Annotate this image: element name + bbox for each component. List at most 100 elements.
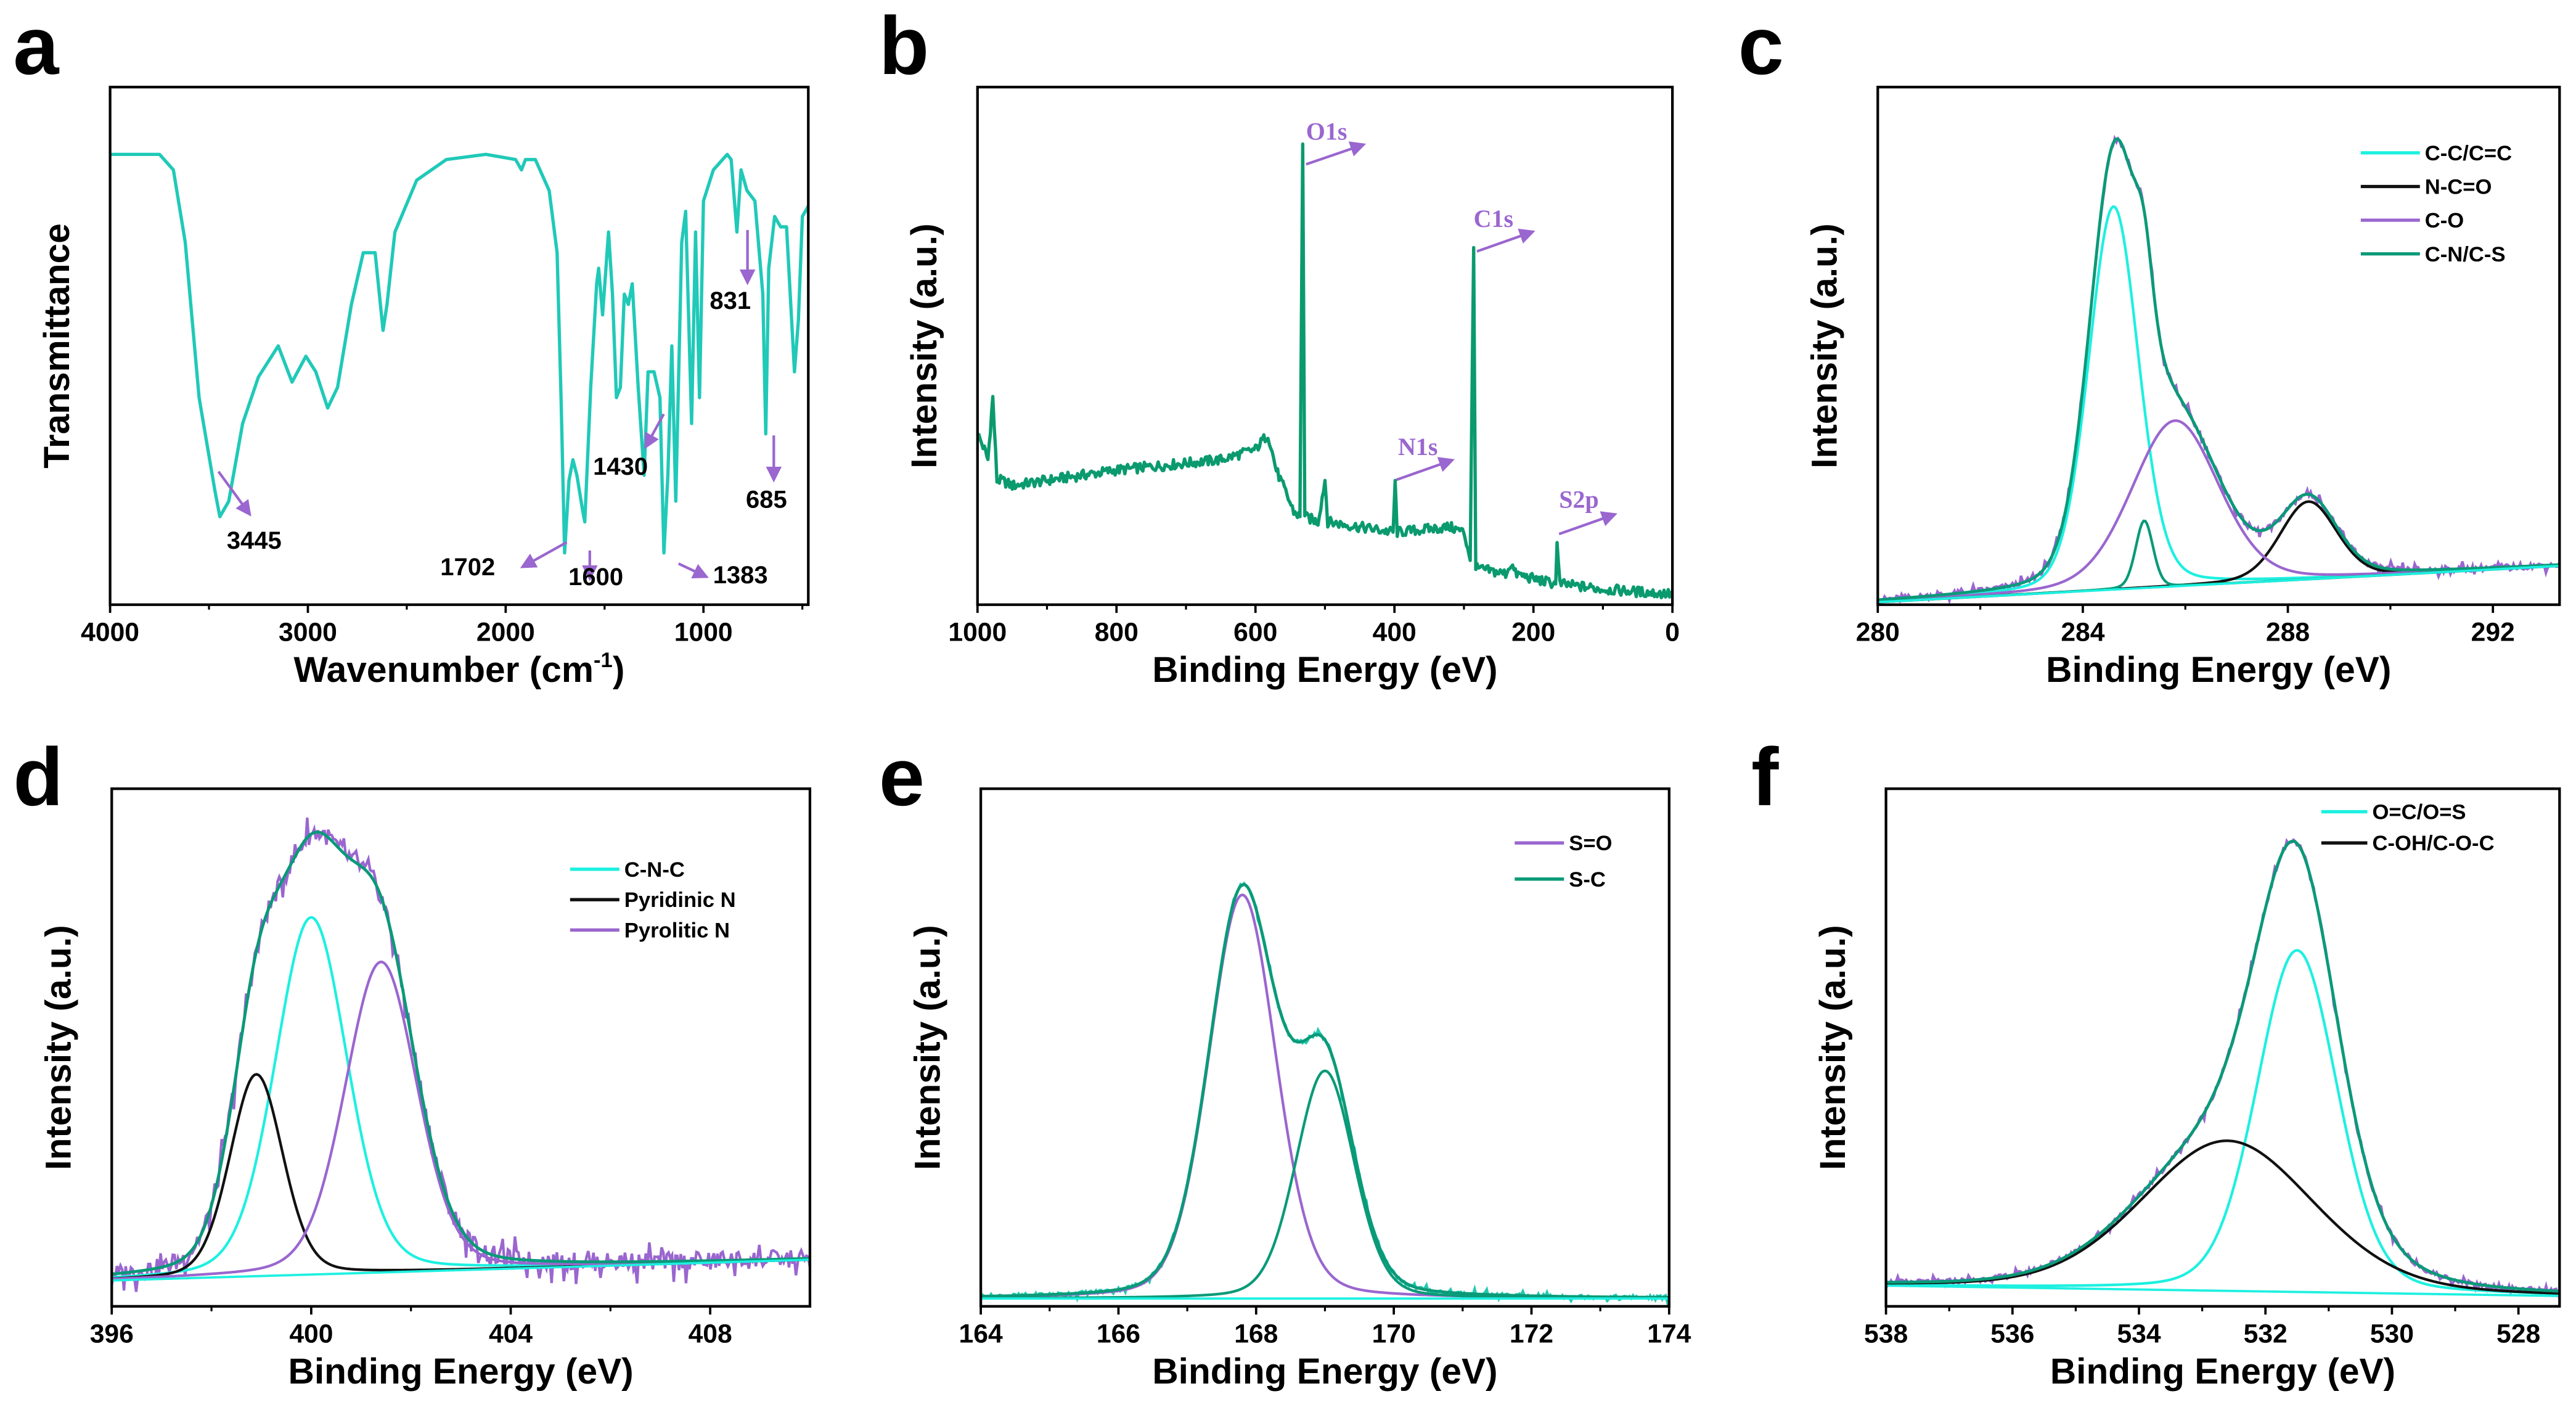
plot-frame (110, 787, 812, 1308)
legend: C-C/C=C N-C=O C-O C-N/C-S (2360, 142, 2512, 266)
x-tick-label: 396 (90, 1319, 134, 1348)
x-tick-label: 284 (2061, 617, 2104, 647)
x-tick-label: 4000 (81, 617, 139, 647)
y-axis-label: Transmittance (37, 223, 77, 469)
legend-label: C-N-C (624, 858, 685, 882)
y-axis-label: Intensity (a.u.) (1813, 925, 1853, 1170)
baseline-line (112, 1258, 810, 1282)
x-axis-label: Binding Energy (eV) (2046, 650, 2391, 690)
legend: O=C/O=S C-OH/C-O-C (2321, 801, 2495, 855)
annotation-arrow (1306, 141, 1367, 166)
panel-c: c C-C/C=C N-C=O C-O C-N/C-S 280 284 288 292 Bindi… (1738, 0, 2561, 690)
baseline-line (1886, 1284, 2560, 1297)
component-line-pyridinic-n (112, 1073, 810, 1281)
plot-frame (976, 86, 1674, 606)
y-axis-label: Intensity (a.u.) (39, 925, 79, 1170)
x-tick-label: 400 (1373, 617, 1417, 647)
plot-frame (979, 787, 1670, 1308)
annotation-label: 1383 (713, 562, 768, 589)
annotation-label: 685 (746, 486, 787, 514)
y-axis-label: Intensity (a.u.) (1805, 223, 1845, 468)
annotation-label: O1s (1306, 118, 1347, 146)
annotation-label: 1430 (593, 453, 648, 480)
x-axis-label: Binding Energy (eV) (288, 1351, 633, 1392)
x-tick-label: 0 (1665, 617, 1680, 647)
plot-area (1878, 134, 2560, 605)
envelope-line (1886, 840, 2560, 1293)
annotation-label: 1702 (440, 554, 495, 581)
x-axis-label: Binding Energy (eV) (1152, 1351, 1497, 1392)
x-tick-label: 168 (1234, 1319, 1278, 1348)
annotation-arrow (217, 470, 251, 517)
panel-b: b 1000 800 600 400 200 0 Binding Energy (eV) Int… (879, 0, 1680, 690)
x-tick-label: 400 (289, 1319, 333, 1348)
legend: S=O S-C (1515, 832, 1612, 892)
x-tick-label: 408 (689, 1319, 732, 1348)
panel-a: a 4000 3000 2000 1000 Wavenumber (cm-1) Transm… (13, 0, 810, 690)
x-tick-label: 3000 (279, 617, 337, 647)
panel-letter: e (879, 731, 925, 823)
legend-label: Pyridinic N (624, 888, 736, 912)
legend-label: Pyrolitic N (624, 919, 730, 942)
annotation-arrow (1476, 228, 1535, 253)
plot-frame (1884, 787, 2561, 1308)
panel-letter: d (13, 731, 63, 823)
legend-label: C-N/C-S (2425, 243, 2506, 266)
x-tick-label: 538 (1864, 1319, 1908, 1348)
y-axis-label: Intensity (a.u.) (907, 925, 947, 1170)
annotation-label: N1s (1398, 433, 1437, 461)
x-tick-label: 600 (1233, 617, 1277, 647)
annotation-arrow (1396, 457, 1455, 482)
plot-area (981, 881, 1669, 1306)
x-tick-label: 174 (1647, 1319, 1691, 1348)
component-line-c-o (1878, 419, 2560, 603)
x-tick-label: 536 (1990, 1319, 2034, 1348)
plot-area (110, 152, 809, 555)
x-tick-label: 532 (2244, 1319, 2288, 1348)
component-line-c-n-c (112, 916, 810, 1279)
annotation-label: 831 (709, 287, 751, 314)
panel-letter: a (13, 0, 59, 92)
plot-area (112, 818, 810, 1292)
envelope-line (112, 830, 810, 1276)
x-tick-label: 170 (1372, 1319, 1416, 1348)
x-tick-label: 280 (1856, 617, 1900, 647)
annotation-arrow (677, 562, 709, 578)
legend-label: C-OH/C-O-C (2372, 832, 2494, 855)
series-line-ftir (110, 152, 809, 555)
legend-label: S=O (1569, 832, 1612, 855)
raw-data-line (1878, 134, 2560, 605)
panel-f: f O=C/O=S C-OH/C-O-C 538 536 534 532 530 528 Bind… (1751, 731, 2561, 1392)
x-tick-label: 200 (1511, 617, 1555, 647)
component-line-s-c (981, 1069, 1669, 1300)
panel-e: e S=O S-C 164 166 168 170 172 174 Binding Energy … (879, 731, 1691, 1392)
panel-letter: c (1738, 0, 1784, 92)
annotation-arrow (1558, 511, 1617, 536)
x-tick-label: 800 (1095, 617, 1139, 647)
component-line-o-c-o-s (1886, 949, 2560, 1295)
x-tick-label: 288 (2266, 617, 2310, 647)
component-line-s-o (981, 893, 1669, 1300)
legend-label: S-C (1569, 868, 1606, 892)
x-tick-label: 404 (489, 1319, 533, 1348)
x-tick-label: 292 (2471, 617, 2515, 647)
annotation-label: S2p (1559, 486, 1598, 514)
annotation-label: 3445 (227, 527, 282, 554)
plot-frame (108, 86, 810, 606)
x-tick-label: 530 (2370, 1319, 2414, 1348)
x-tick-label: 534 (2117, 1319, 2161, 1348)
panel-letter: f (1751, 731, 1779, 823)
y-axis-label: Intensity (a.u.) (904, 223, 944, 468)
envelope-line (1878, 137, 2560, 602)
plot-frame (1876, 86, 2561, 606)
series-line-survey (977, 142, 1673, 600)
component-line-n-c-o (1878, 500, 2560, 604)
x-tick-label: 528 (2496, 1319, 2540, 1348)
envelope-line (981, 883, 1669, 1299)
annotation-label: C1s (1474, 205, 1513, 232)
panel-letter: b (879, 0, 929, 92)
legend-label: C-C/C=C (2425, 142, 2512, 165)
legend-label: N-C=O (2425, 175, 2492, 199)
panel-d: d C-N-C Pyridinic N Pyrolitic N 396 400 404 408… (13, 731, 812, 1392)
